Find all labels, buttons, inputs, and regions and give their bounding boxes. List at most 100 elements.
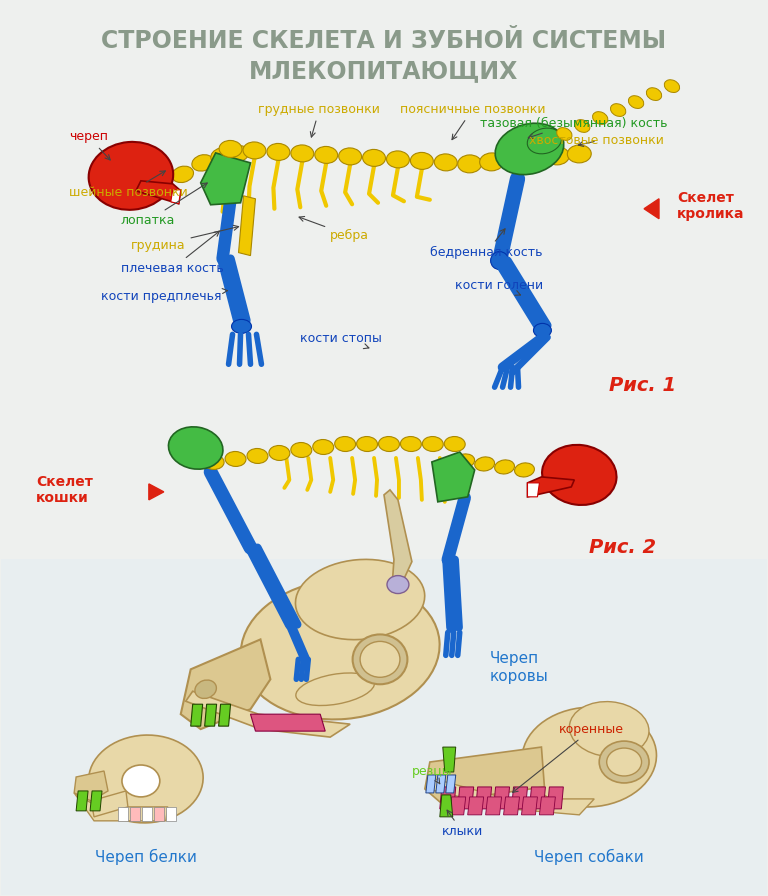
Ellipse shape: [291, 145, 314, 162]
Ellipse shape: [168, 426, 223, 470]
Ellipse shape: [204, 454, 224, 470]
Ellipse shape: [491, 252, 508, 270]
Ellipse shape: [593, 112, 607, 125]
Polygon shape: [529, 787, 545, 809]
Text: лопатка: лопатка: [121, 183, 207, 228]
Polygon shape: [186, 691, 350, 737]
Ellipse shape: [458, 155, 482, 173]
Ellipse shape: [386, 151, 409, 168]
Polygon shape: [74, 771, 108, 801]
Text: Череп белки: Череп белки: [95, 849, 197, 865]
Polygon shape: [445, 775, 455, 793]
Text: кости предплечья: кости предплечья: [101, 289, 227, 303]
Ellipse shape: [664, 80, 680, 92]
Polygon shape: [204, 704, 217, 726]
Ellipse shape: [362, 150, 386, 167]
Polygon shape: [468, 797, 484, 814]
Ellipse shape: [542, 444, 617, 505]
Text: клыки: клыки: [442, 810, 483, 839]
Ellipse shape: [455, 454, 475, 468]
Ellipse shape: [599, 741, 649, 783]
Ellipse shape: [269, 445, 290, 461]
Ellipse shape: [227, 146, 249, 162]
Polygon shape: [548, 787, 564, 809]
Polygon shape: [136, 181, 180, 203]
Ellipse shape: [522, 707, 657, 807]
Ellipse shape: [387, 575, 409, 593]
Text: тазовая (безымянная) кость: тазовая (безымянная) кость: [480, 116, 667, 139]
Text: бедренная кость: бедренная кость: [430, 228, 542, 259]
Text: кости стопы: кости стопы: [300, 332, 382, 349]
Text: Череп
коровы: Череп коровы: [490, 651, 548, 684]
Ellipse shape: [210, 148, 233, 164]
Text: череп: череп: [69, 131, 111, 160]
Polygon shape: [494, 787, 509, 809]
Polygon shape: [149, 484, 164, 500]
Polygon shape: [154, 807, 164, 821]
Text: шейные позвонки: шейные позвонки: [69, 171, 188, 199]
Ellipse shape: [611, 104, 626, 116]
Ellipse shape: [607, 748, 641, 776]
Ellipse shape: [495, 124, 564, 175]
Polygon shape: [74, 793, 167, 821]
Polygon shape: [425, 775, 435, 793]
Ellipse shape: [219, 141, 242, 158]
Polygon shape: [118, 807, 128, 821]
Ellipse shape: [524, 149, 548, 167]
Polygon shape: [239, 196, 256, 255]
Text: Скелет
кролика: Скелет кролика: [677, 191, 744, 220]
Polygon shape: [190, 704, 203, 726]
Polygon shape: [440, 787, 455, 809]
Ellipse shape: [291, 443, 312, 458]
Ellipse shape: [313, 440, 333, 454]
Ellipse shape: [435, 154, 457, 171]
Polygon shape: [539, 797, 555, 814]
Polygon shape: [384, 490, 412, 588]
Ellipse shape: [475, 457, 495, 471]
Ellipse shape: [495, 460, 515, 474]
Text: Рис. 1: Рис. 1: [609, 375, 677, 395]
Polygon shape: [170, 190, 180, 203]
Ellipse shape: [225, 452, 246, 467]
Polygon shape: [76, 791, 88, 811]
Ellipse shape: [339, 148, 362, 165]
Text: поясничные позвонки: поясничные позвонки: [400, 102, 545, 140]
Polygon shape: [458, 787, 474, 809]
Polygon shape: [91, 791, 128, 817]
Polygon shape: [425, 747, 545, 802]
Ellipse shape: [315, 146, 338, 163]
Text: грудина: грудина: [131, 225, 239, 252]
Ellipse shape: [568, 145, 591, 163]
Ellipse shape: [172, 166, 194, 183]
Ellipse shape: [296, 673, 375, 705]
Ellipse shape: [528, 128, 561, 154]
Ellipse shape: [534, 323, 551, 338]
Polygon shape: [166, 807, 176, 821]
Text: кости голени: кости голени: [455, 279, 543, 296]
Polygon shape: [443, 747, 455, 772]
Ellipse shape: [267, 143, 290, 160]
Text: ребра: ребра: [299, 217, 369, 242]
Ellipse shape: [335, 436, 356, 452]
Text: СТРОЕНИЕ СКЕЛЕТА И ЗУБНОЙ СИСТЕМЫ: СТРОЕНИЕ СКЕЛЕТА И ЗУБНОЙ СИСТЕМЫ: [101, 30, 667, 53]
Polygon shape: [428, 779, 594, 814]
Text: МЛЕКОПИТАЮЩИХ: МЛЕКОПИТАЮЩИХ: [250, 59, 518, 83]
FancyBboxPatch shape: [1, 559, 767, 895]
Polygon shape: [180, 640, 270, 729]
Ellipse shape: [243, 142, 266, 159]
Ellipse shape: [353, 634, 407, 685]
Text: плечевая кость: плечевая кость: [121, 231, 223, 275]
Polygon shape: [440, 795, 453, 817]
Polygon shape: [200, 153, 250, 205]
Polygon shape: [644, 199, 659, 219]
Polygon shape: [130, 807, 140, 821]
Polygon shape: [528, 483, 539, 497]
Polygon shape: [435, 775, 445, 793]
Ellipse shape: [88, 142, 174, 210]
Ellipse shape: [192, 155, 214, 171]
Ellipse shape: [247, 449, 268, 463]
Text: Рис. 2: Рис. 2: [589, 538, 657, 557]
Polygon shape: [521, 797, 538, 814]
Ellipse shape: [502, 151, 525, 168]
Polygon shape: [511, 787, 528, 809]
